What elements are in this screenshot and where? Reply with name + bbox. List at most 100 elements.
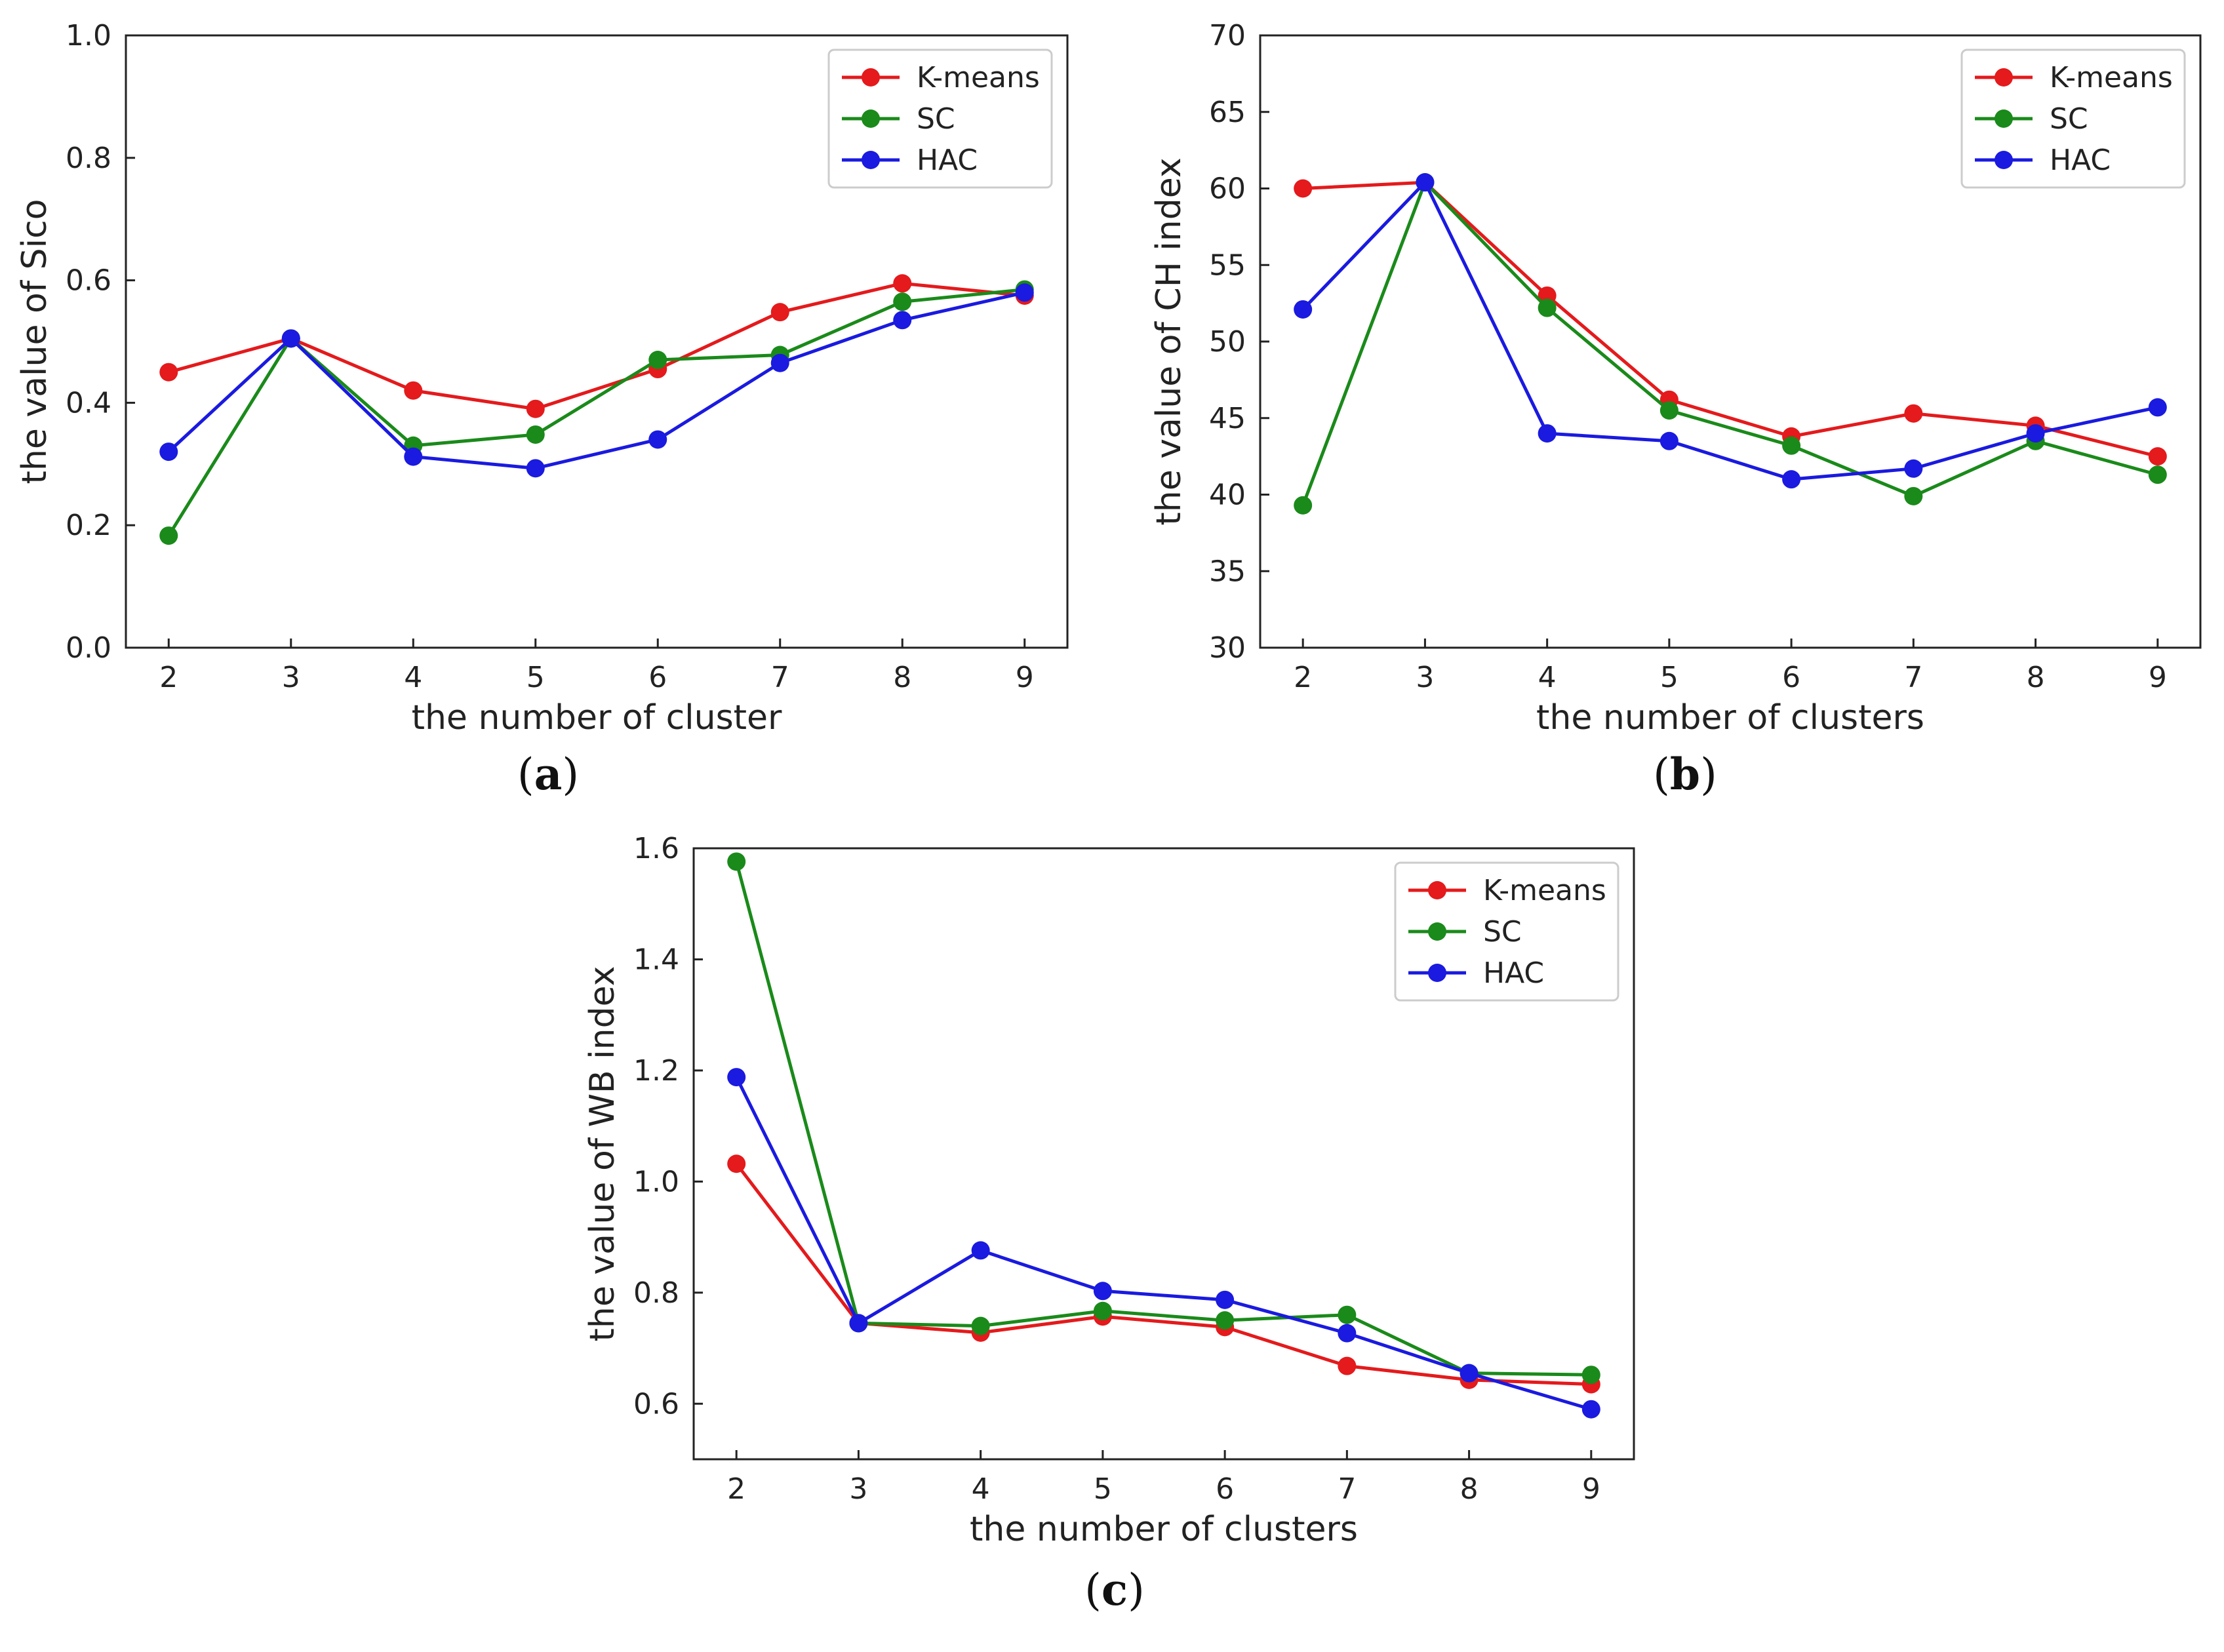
data-point — [2148, 465, 2167, 484]
data-point — [2148, 398, 2167, 417]
x-tick-label: 2 — [159, 661, 178, 694]
data-point — [770, 353, 789, 372]
legend-box — [1394, 861, 1619, 1002]
series-line — [735, 1162, 1591, 1386]
chart-panel-c: 0.6 0.8 1.0 1.2 1.4 1.6 2 3 4 5 6 7 8 9 the number of … — [583, 832, 1635, 1549]
data-point — [1294, 496, 1313, 515]
y-tick-label: 0.6 — [633, 1387, 679, 1421]
data-point — [1904, 404, 1923, 423]
x-tick-label: 9 — [1582, 1472, 1600, 1506]
data-point — [1216, 1311, 1235, 1330]
y-tick-label: 0.8 — [633, 1276, 679, 1310]
data-point — [849, 1314, 868, 1333]
data-point — [1015, 283, 1034, 302]
x-tick-label: 5 — [1094, 1472, 1112, 1506]
data-point — [404, 447, 423, 466]
x-tick-label: 8 — [893, 661, 911, 694]
y-tick-label: 1.4 — [633, 943, 679, 976]
x-tick-label: 4 — [404, 661, 422, 694]
x-tick-label: 6 — [1216, 1472, 1234, 1506]
data-point — [526, 425, 545, 444]
legend: K-means SC HAC — [1960, 49, 2186, 189]
y-tick-label: 30 — [1209, 631, 1246, 665]
data-point — [1294, 300, 1313, 319]
y-tick-label: 1.6 — [633, 832, 679, 865]
series-hac — [1294, 173, 2167, 489]
panel-label: (a) — [517, 749, 579, 800]
data-point — [1093, 1282, 1112, 1301]
x-tick-label: 4 — [972, 1472, 990, 1506]
data-point — [893, 311, 912, 330]
data-point — [1581, 1400, 1600, 1419]
x-tick-label: 6 — [648, 661, 667, 694]
legend-marker — [1428, 881, 1446, 899]
x-tick-label: 8 — [1460, 1472, 1479, 1506]
series-sc — [1294, 173, 2167, 515]
data-point — [971, 1241, 990, 1260]
series-line — [167, 290, 1025, 470]
x-axis-label: the number of clusters — [1536, 698, 1924, 738]
y-tick-label: 0.0 — [66, 631, 111, 665]
data-point — [1659, 401, 1678, 420]
data-point — [1338, 1305, 1357, 1324]
data-point — [2148, 447, 2167, 466]
legend-marker — [862, 109, 880, 128]
y-tick-label: 60 — [1209, 172, 1246, 206]
x-tick-label: 5 — [1660, 661, 1678, 694]
data-point — [727, 852, 746, 871]
data-point — [648, 430, 667, 449]
series-line — [1301, 180, 2158, 506]
y-tick-label: 0.2 — [66, 509, 111, 542]
y-axis-label: the value of WB index — [583, 966, 622, 1342]
x-tick-label: 8 — [2027, 661, 2045, 694]
series-k-means — [1294, 173, 2167, 466]
y-tick-label: 55 — [1209, 248, 1246, 282]
data-point — [648, 351, 667, 370]
x-tick-label: 7 — [1904, 661, 1922, 694]
x-tick-label: 5 — [526, 661, 545, 694]
y-tick-label: 1.0 — [66, 19, 111, 52]
x-tick-label: 6 — [1782, 661, 1800, 694]
legend: K-means SC HAC — [1394, 861, 1619, 1002]
x-tick-label: 2 — [727, 1472, 745, 1506]
legend-box — [1960, 49, 2186, 189]
x-tick-label: 3 — [849, 1472, 867, 1506]
series-k-means — [727, 1154, 1600, 1394]
legend-label: HAC — [1483, 956, 1544, 990]
series-line — [1303, 180, 2158, 458]
x-tick-label: 9 — [2149, 661, 2167, 694]
data-point — [1294, 179, 1313, 198]
data-point — [1782, 470, 1801, 489]
legend-label: SC — [1483, 915, 1522, 949]
data-point — [526, 459, 545, 478]
y-tick-label: 0.8 — [66, 142, 111, 175]
legend-label: HAC — [917, 144, 978, 177]
y-tick-label: 1.0 — [633, 1165, 679, 1198]
legend-label: SC — [917, 102, 955, 136]
x-tick-label: 2 — [1294, 661, 1312, 694]
series-line — [168, 281, 1025, 411]
x-tick-label: 7 — [1338, 1472, 1356, 1506]
series-line — [734, 1076, 1592, 1411]
legend-label: SC — [2050, 102, 2088, 136]
y-axis-label: the value of CH index — [1149, 157, 1189, 525]
legend-marker — [1428, 964, 1446, 982]
y-tick-label: 1.2 — [633, 1054, 679, 1088]
data-point — [1904, 459, 1923, 478]
data-point — [1538, 298, 1557, 317]
data-point — [1904, 486, 1923, 505]
data-point — [727, 1068, 746, 1087]
series-line — [1301, 180, 2158, 481]
x-tick-label: 3 — [1416, 661, 1434, 694]
data-point — [159, 363, 178, 382]
legend-marker — [1995, 151, 2013, 169]
x-axis-label: the number of clusters — [970, 1510, 1358, 1549]
data-point — [1416, 173, 1435, 192]
data-point — [159, 526, 178, 545]
data-point — [1338, 1324, 1357, 1343]
series-hac — [727, 1068, 1600, 1419]
data-point — [2026, 424, 2045, 443]
x-tick-label: 3 — [282, 661, 300, 694]
y-tick-label: 40 — [1209, 479, 1246, 512]
